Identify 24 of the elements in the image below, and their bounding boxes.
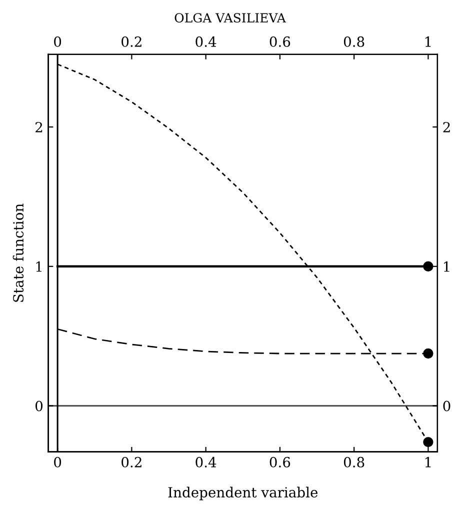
x-tick-label: 0.2 — [122, 456, 142, 468]
y2-tick-label: 2 — [443, 122, 450, 132]
point — [423, 261, 434, 272]
x2-tick-label: 0.4 — [196, 36, 216, 47]
x2-tick-label: 0.6 — [270, 36, 290, 47]
x-tick-label: 0.6 — [270, 456, 290, 468]
x-tick-label: 0 — [54, 456, 62, 468]
x-tick-label: 1 — [425, 456, 431, 468]
x2-tick-label: 1 — [425, 36, 431, 47]
x2-tick-label: 0.8 — [344, 36, 364, 47]
point — [423, 348, 434, 359]
x2-tick-label: 0.2 — [122, 36, 142, 47]
x-tick-label: 0.8 — [344, 456, 364, 468]
point — [423, 436, 434, 448]
y-tick-label: 1 — [36, 261, 42, 272]
chart-title: OLGA VASILIEVA — [174, 13, 286, 23]
y-axis-title: State function — [12, 204, 24, 302]
y2-tick-label: 0 — [443, 400, 450, 412]
y-tick-label: 2 — [36, 122, 42, 132]
x-tick-label: 0.4 — [196, 456, 216, 468]
y-tick-label: 0 — [36, 400, 43, 412]
y2-tick-label: 1 — [444, 261, 450, 272]
x2-tick-label: 0 — [54, 36, 62, 47]
x-axis-title: Independent variable — [168, 486, 318, 500]
